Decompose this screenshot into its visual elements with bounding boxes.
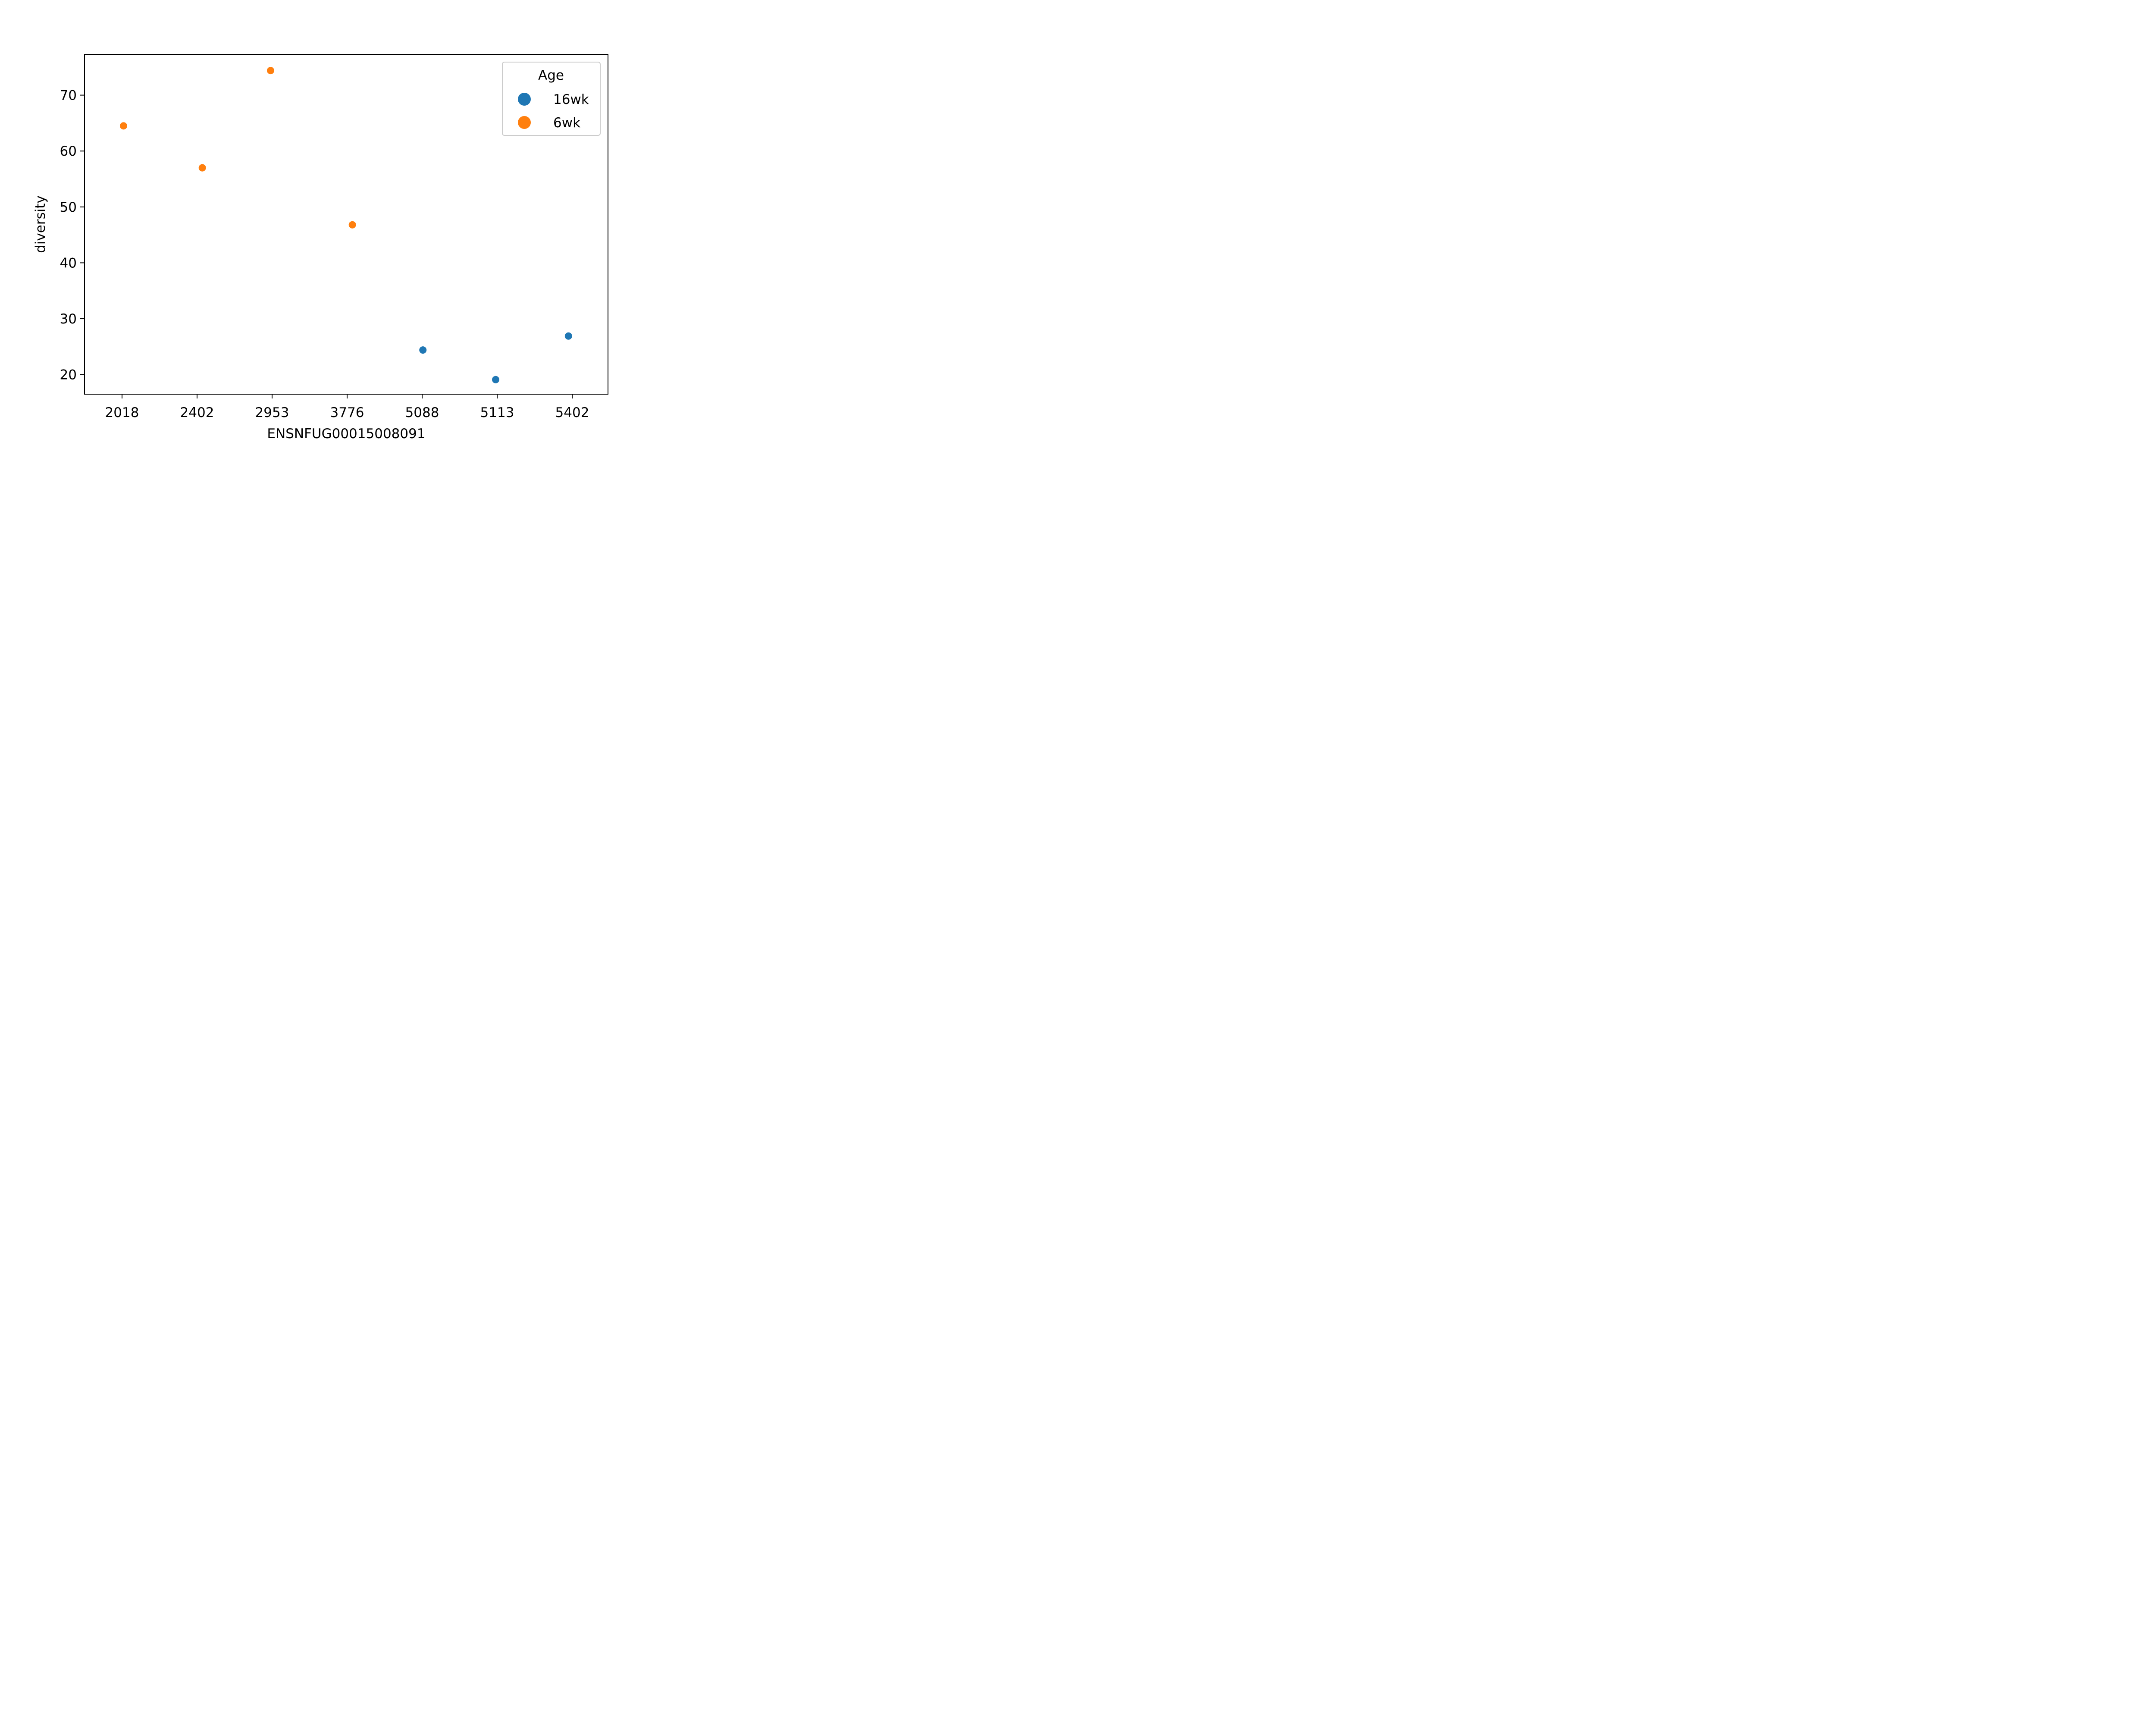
legend-label: 16wk [553,92,589,107]
y-tick-label: 60 [60,144,77,159]
data-point [267,67,275,75]
legend-marker [518,116,531,129]
data-point [348,221,356,229]
x-tick-label: 5088 [405,405,439,420]
legend-marker [518,93,531,106]
data-point [119,122,127,130]
scatter-chart: 20 30 40 50 60 70 2018 2402 2953 3776 5088 5113 540… [0,0,667,451]
x-tick-label: 2402 [180,405,214,420]
x-tick-label: 3776 [330,405,364,420]
y-tick-label: 20 [60,367,77,383]
legend-title: Age [538,68,564,83]
data-point [198,164,206,172]
x-tick-label: 2018 [105,405,139,420]
y-tick-label: 40 [60,255,77,271]
x-tick-label: 5402 [555,405,589,420]
data-point [419,346,427,354]
y-axis: 20 30 40 50 60 70 [60,88,85,383]
points-layer [119,67,572,383]
x-axis-label: ENSNFUG00015008091 [267,426,425,442]
y-tick-label: 30 [60,311,77,327]
y-tick-label: 70 [60,88,77,104]
legend: Age 16wk 6wk [502,62,601,136]
y-tick-label: 50 [60,200,77,215]
plot-frame [84,54,608,395]
x-tick-label: 2953 [255,405,289,420]
legend-label: 6wk [553,115,580,131]
x-tick-label: 5113 [480,405,514,420]
x-axis: 2018 2402 2953 3776 5088 5113 5402 [105,394,589,420]
data-point [492,376,500,383]
data-point [564,332,572,340]
y-axis-label: diversity [33,195,48,253]
